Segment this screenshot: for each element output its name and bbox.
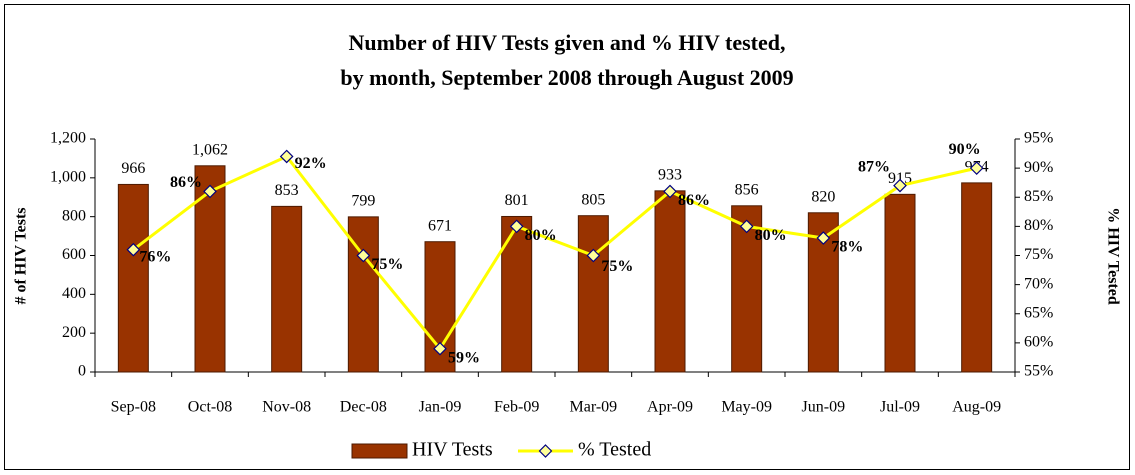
line-value-label: 75%: [601, 258, 633, 275]
y2-tick-label: 80%: [1024, 217, 1053, 234]
bar: [654, 190, 686, 373]
line-value-label: 76%: [139, 248, 171, 265]
x-tick-label: Jun-09: [802, 399, 846, 416]
y2-tick-label: 90%: [1024, 159, 1053, 176]
y2-tick-label: 60%: [1024, 334, 1053, 351]
y2-tick-label: 85%: [1024, 188, 1053, 205]
y2-tick-label: 75%: [1024, 246, 1053, 263]
y2-tick-label: 65%: [1024, 304, 1053, 321]
x-tick-label: Jan-09: [419, 399, 462, 416]
bar: [884, 193, 916, 373]
bar: [961, 182, 993, 373]
y2-tick-label: 55%: [1024, 363, 1053, 380]
bar: [117, 183, 149, 373]
x-tick-label: Feb-09: [494, 399, 539, 416]
bar-value-label: 853: [275, 182, 299, 199]
line-marker: [893, 178, 907, 193]
line-value-label: 86%: [678, 192, 710, 209]
bar-value-label: 671: [428, 217, 452, 234]
line-marker: [509, 219, 524, 234]
line-marker: [356, 248, 371, 263]
line-value-label: 78%: [831, 239, 863, 256]
line-value-label: 87%: [858, 158, 890, 175]
line-marker: [126, 242, 141, 257]
line-marker: [586, 248, 601, 263]
legend-label: % Tested: [578, 439, 651, 461]
bar-value-label: 1,062: [192, 141, 228, 158]
line-value-label: 59%: [448, 349, 480, 366]
line-value-label: 75%: [371, 256, 403, 273]
bar: [271, 205, 303, 373]
x-tick-label: Sep-08: [111, 399, 156, 416]
bar-value-label: 801: [505, 192, 529, 209]
bar-value-label: 820: [811, 188, 835, 205]
line-value-label: 86%: [170, 174, 202, 191]
line-marker: [433, 341, 447, 356]
line-value-label: 92%: [295, 155, 327, 172]
bar: [577, 215, 609, 373]
bar-value-label: 805: [581, 191, 605, 208]
line-marker: [969, 161, 984, 175]
line-marker: [663, 184, 677, 199]
y-axis-title: # of HIV Tests: [13, 207, 30, 304]
line-value-label: 90%: [949, 141, 981, 158]
x-tick-label: Oct-08: [188, 399, 232, 416]
line-marker: [816, 231, 831, 245]
bar-value-label: 856: [735, 181, 759, 198]
x-tick-label: Jul-09: [880, 399, 920, 416]
legend-swatch: [351, 443, 408, 459]
chart-border: [4, 4, 1130, 470]
x-tick-label: May-09: [721, 399, 772, 416]
bar: [731, 205, 763, 373]
bar-value-label: 966: [121, 160, 145, 177]
x-tick-label: Dec-08: [340, 399, 387, 416]
line: [132, 154, 978, 352]
y2-tick-label: 70%: [1024, 275, 1053, 292]
line-marker: [739, 219, 754, 234]
y-tick-label: 1,200: [50, 130, 86, 147]
y-tick-label: 400: [62, 285, 86, 302]
x-tick-label: Apr-09: [647, 399, 693, 416]
y-tick-label: 200: [62, 324, 86, 341]
chart-title: by month, September 2008 through August …: [340, 65, 793, 90]
x-tick-label: Aug-09: [952, 399, 1001, 416]
y-tick-label: 800: [62, 207, 86, 224]
line-value-label: 80%: [525, 227, 557, 244]
y-tick-label: 600: [62, 246, 86, 263]
legend-swatch: [538, 444, 553, 458]
x-tick-label: Mar-09: [569, 399, 617, 416]
legend-label: HIV Tests: [412, 439, 493, 461]
chart-title: Number of HIV Tests given and % HIV test…: [348, 30, 785, 55]
x-tick-label: Nov-08: [262, 399, 311, 416]
y2-axis-title: % HIV Tested: [1104, 207, 1121, 305]
y-tick-label: 0: [78, 363, 86, 380]
line-marker: [279, 149, 294, 164]
line-marker: [203, 184, 217, 199]
y-tick-label: 1,000: [50, 169, 86, 186]
line-value-label: 80%: [755, 227, 787, 244]
bar-value-label: 799: [351, 193, 375, 210]
bar-value-label: 933: [658, 167, 682, 184]
y2-tick-label: 95%: [1024, 130, 1053, 147]
